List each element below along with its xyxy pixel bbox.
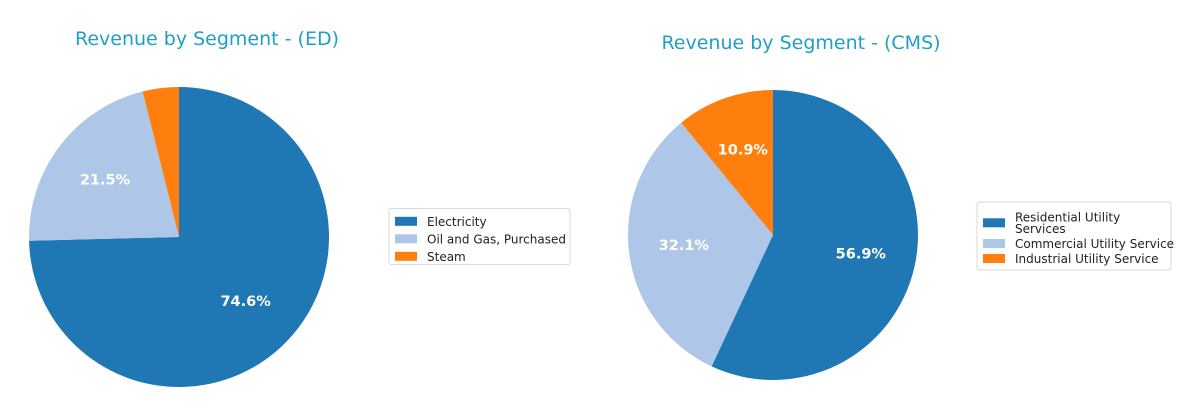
- pie-slice: [681, 90, 773, 235]
- chart-cms-legend-box: [976, 201, 1172, 271]
- slice-percent-label: 10.9%: [718, 142, 769, 158]
- pie-slice: [29, 91, 179, 241]
- chart-ed-title: Revenue by Segment - (ED): [75, 28, 339, 50]
- legend-label: Steam: [427, 250, 466, 264]
- chart-cms: Revenue by Segment - (CMS) 56.9% 32.1% 10.…: [627, 32, 1174, 380]
- pie-slice: [711, 90, 918, 380]
- legend-label: Industrial Utility Service: [1015, 252, 1159, 266]
- chart-cms-pie: 56.9% 32.1% 10.9%: [627, 90, 918, 380]
- pie-slice: [627, 122, 773, 367]
- legend-swatch: [395, 251, 417, 261]
- legend-label: Residential Utility: [1015, 211, 1120, 225]
- legend-label: Electricity: [427, 215, 487, 229]
- slice-percent-label: 21.5%: [80, 173, 131, 189]
- slice-percent-label: 74.6%: [220, 294, 271, 310]
- legend-swatch: [395, 234, 417, 244]
- chart-ed-legend: Electricity Oil and Gas, Purchased Steam: [388, 208, 571, 265]
- slice-percent-label: 32.1%: [659, 238, 710, 254]
- chart-ed-pie: 74.6% 21.5%: [29, 87, 330, 387]
- legend-label: Services: [1015, 222, 1066, 236]
- legend-swatch: [395, 216, 417, 226]
- legend-swatch: [983, 239, 1005, 248]
- pie-slice: [29, 87, 330, 387]
- pie-slice: [142, 87, 179, 237]
- chart-ed: Revenue by Segment - (ED) 74.6% 21.5% Ele…: [29, 28, 571, 387]
- legend-swatch: [983, 218, 1005, 228]
- legend-label: Oil and Gas, Purchased: [427, 232, 566, 246]
- legend-swatch: [983, 254, 1005, 263]
- chart-ed-legend-box: [388, 208, 571, 265]
- chart-cms-title: Revenue by Segment - (CMS): [661, 32, 940, 54]
- legend-label: Commercial Utility Service: [1015, 237, 1174, 251]
- slice-percent-label: 56.9%: [836, 247, 887, 263]
